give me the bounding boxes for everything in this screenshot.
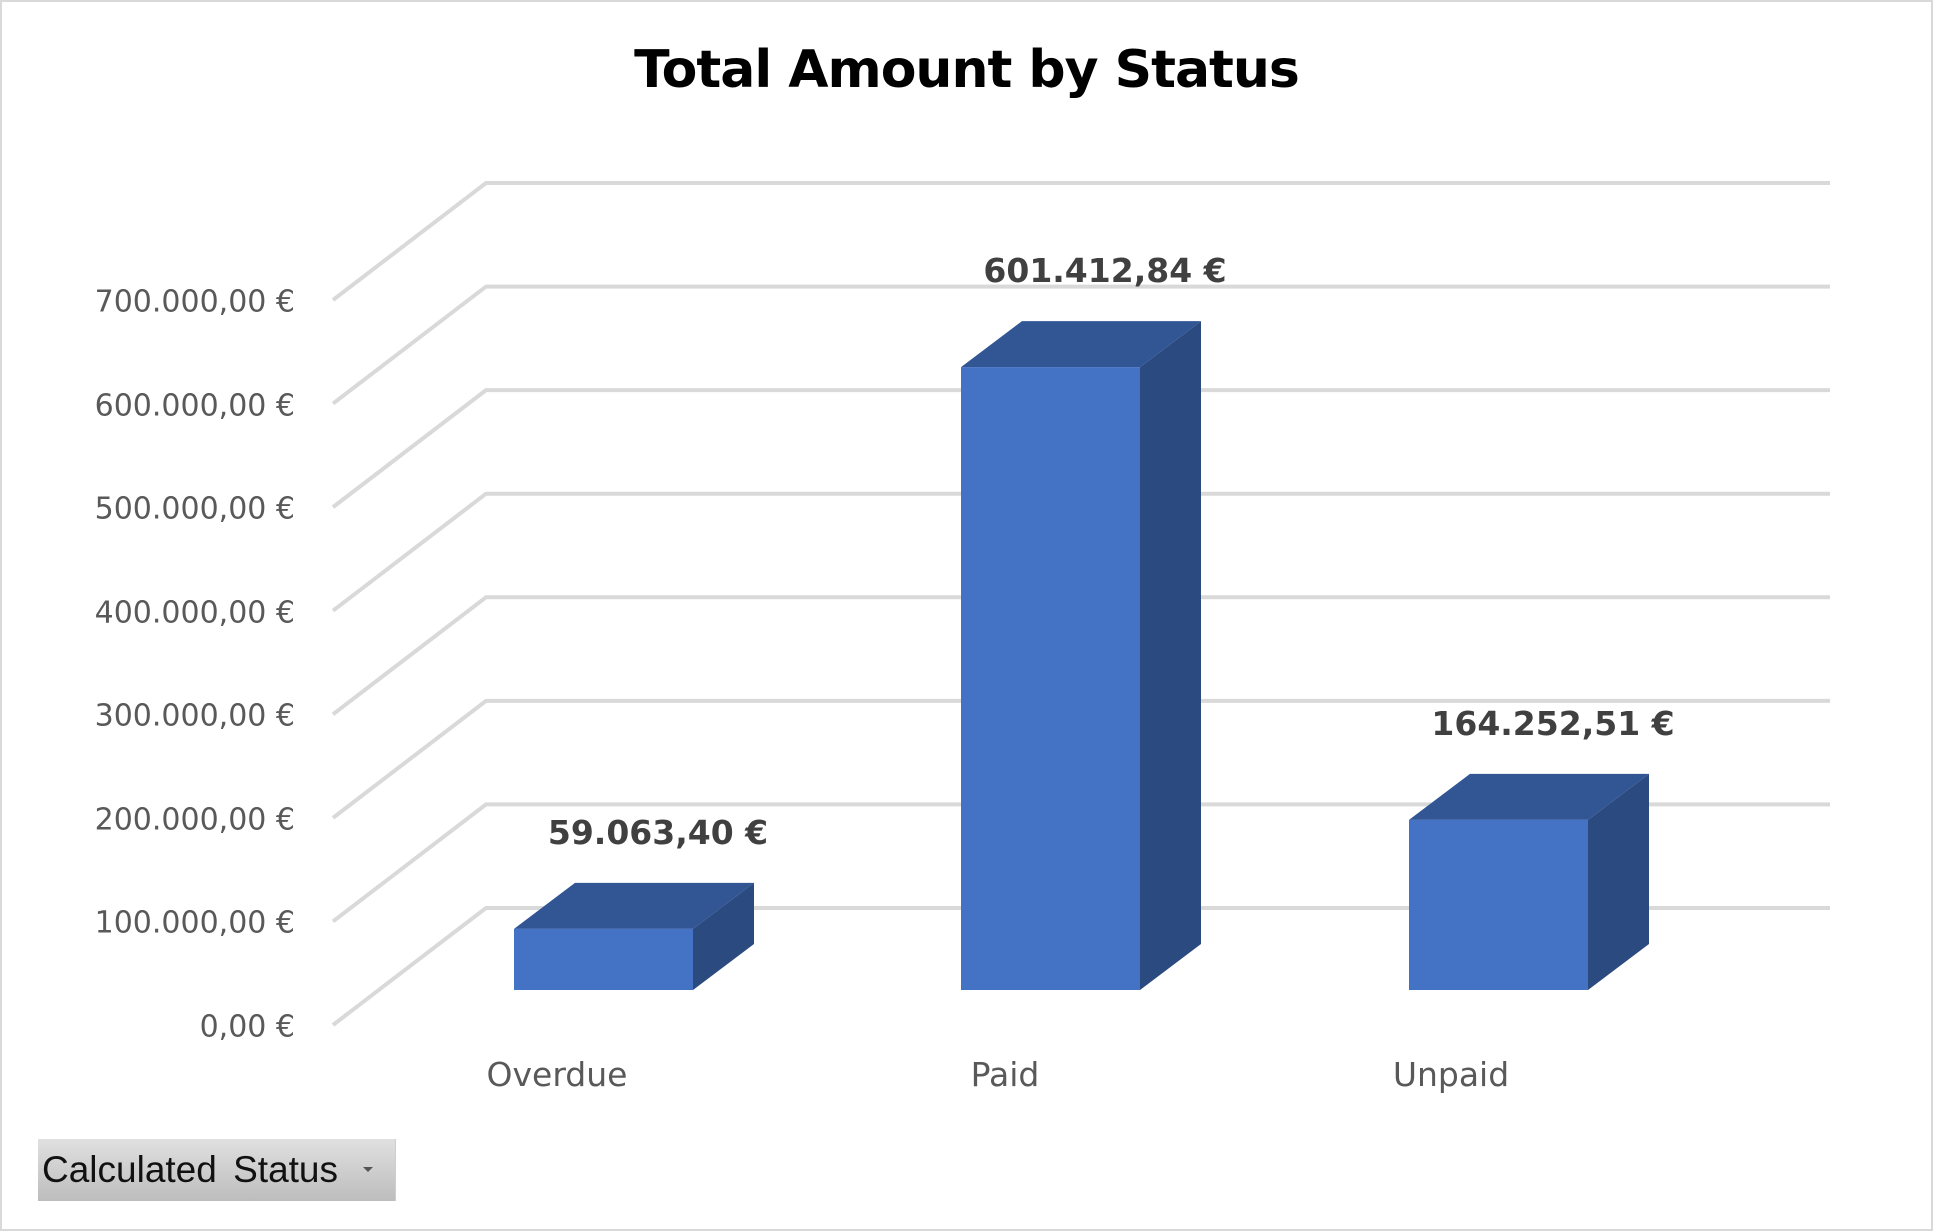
gridline (331, 388, 1830, 509)
x-category-label: Unpaid (1392, 1055, 1510, 1094)
gridline (331, 595, 1830, 716)
y-tick-label: 700.000,00 € (94, 284, 295, 320)
bar-overdue[interactable] (514, 882, 754, 990)
gridline (331, 802, 1830, 924)
gridlines (331, 181, 1830, 1027)
data-label: 59.063,40 € (547, 812, 769, 852)
bars (514, 321, 1649, 990)
gridline (331, 698, 1830, 820)
calculated-status-filter-button[interactable]: Calculated Status (38, 1139, 396, 1201)
gridline (331, 181, 1830, 302)
x-category-label: Paid (970, 1055, 1040, 1094)
y-tick-label: 200.000,00 € (94, 802, 295, 838)
y-tick-label: 100.000,00 € (94, 905, 295, 941)
dropdown-arrow-icon[interactable] (363, 1167, 373, 1172)
chart-title: Total Amount by Status (634, 40, 1300, 100)
x-category-label: Overdue (486, 1055, 628, 1094)
y-tick-label: 600.000,00 € (94, 388, 295, 424)
y-tick-label: 400.000,00 € (94, 595, 295, 631)
bar-unpaid[interactable] (1409, 773, 1649, 990)
gridline (331, 284, 1830, 406)
filter-label: Calculated Status (42, 1149, 339, 1190)
y-tick-label: 500.000,00 € (94, 491, 295, 527)
y-tick-label: 0,00 € (199, 1009, 295, 1045)
data-label: 164.252,51 € (1431, 703, 1675, 743)
data-label: 601.412,84 € (983, 251, 1227, 291)
gridline (331, 906, 1830, 1027)
y-tick-label: 300.000,00 € (94, 698, 295, 734)
gridline (331, 491, 1830, 613)
bar-paid[interactable] (961, 321, 1201, 990)
